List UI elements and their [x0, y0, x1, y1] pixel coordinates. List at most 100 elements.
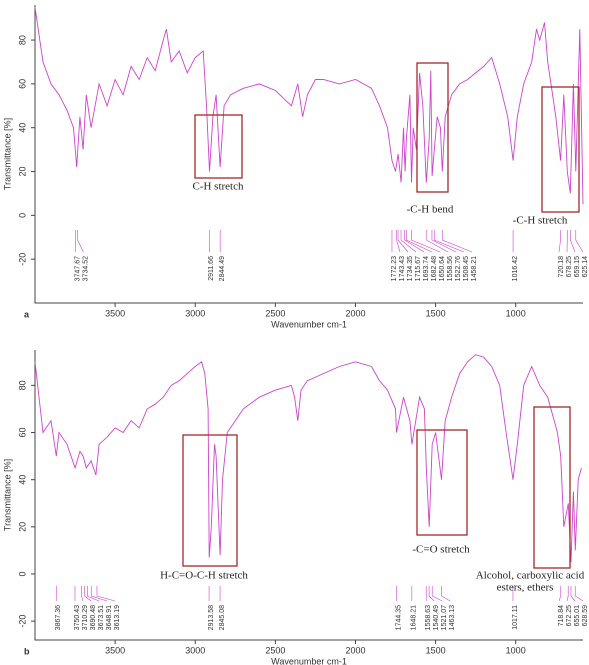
peak-label: 2844.49 — [219, 256, 226, 281]
peak-label: 3648.91 — [106, 605, 113, 630]
annotation: C-H stretch — [192, 181, 244, 193]
y-tick-label: -20 — [17, 615, 27, 628]
peak-leader — [81, 586, 84, 602]
peak-label: 655.01 — [574, 605, 581, 627]
peak-label: 1522.76 — [455, 256, 462, 281]
peak-leader — [96, 586, 116, 602]
peak-leader — [566, 586, 569, 602]
x-tick-label: 3500 — [105, 308, 125, 318]
peak-label: 1540.49 — [433, 605, 440, 630]
y-tick-label: 0 — [17, 213, 27, 218]
peak-label: 3673.51 — [98, 605, 105, 630]
peak-leader — [400, 230, 417, 253]
peak-label: 1693.74 — [423, 256, 430, 281]
peak-label: 2911.66 — [208, 256, 215, 281]
y-tick-label: 40 — [17, 123, 27, 133]
peak-leader — [558, 586, 562, 602]
peak-leader — [406, 230, 433, 253]
peak-label: 3710.29 — [82, 605, 89, 630]
y-tick-label: -20 — [17, 253, 27, 266]
peak-label: 1558.56 — [447, 256, 454, 281]
annotation: -C=O stretch — [412, 544, 470, 556]
y-tick-label: 60 — [17, 428, 27, 438]
peak-leader — [570, 230, 576, 253]
y-axis-label: Transmittance [%] — [2, 459, 12, 531]
x-tick-label: 1500 — [426, 308, 446, 318]
panel-label: a — [24, 309, 30, 319]
peak-leader — [77, 230, 84, 253]
peak-label: 1016.42 — [512, 256, 519, 281]
peak-leader — [425, 230, 449, 253]
peak-label: 1648.21 — [411, 605, 418, 630]
peak-label: 1744.35 — [395, 605, 402, 630]
peak-leader — [431, 230, 457, 253]
highlight-box — [533, 406, 571, 569]
y-tick-label: 80 — [17, 35, 27, 45]
peak-leader — [396, 230, 401, 253]
peak-leader — [397, 230, 409, 253]
highlight-box — [416, 429, 468, 536]
peak-label: 3613.19 — [114, 605, 121, 630]
peak-label: 2845.08 — [219, 605, 226, 630]
peak-label: 3750.43 — [74, 605, 81, 630]
peak-label: 3747.67 — [74, 256, 81, 281]
peak-leader — [428, 586, 435, 602]
peak-leader — [433, 230, 465, 253]
y-tick-label: 0 — [17, 571, 27, 576]
peak-leader — [90, 586, 108, 602]
y-tick-label: 20 — [17, 167, 27, 177]
y-tick-label: 40 — [17, 475, 27, 485]
x-tick-label: 1000 — [506, 645, 526, 655]
spectrum-line — [34, 7, 584, 205]
peak-label: 1508.45 — [463, 256, 470, 281]
peak-leader — [84, 586, 92, 602]
peak-label: 1734.35 — [407, 256, 414, 281]
annotation: H-C=O-C-H stretch — [160, 570, 248, 582]
x-tick-label: 1500 — [426, 645, 446, 655]
highlight-box — [416, 62, 449, 193]
x-tick-label: 1000 — [506, 308, 526, 318]
peak-label: 659.15 — [574, 256, 581, 278]
peak-label: 3734.52 — [82, 256, 89, 281]
peak-label: 1558.63 — [425, 605, 432, 630]
x-axis-label: Wavenumber cm-1 — [271, 656, 347, 665]
peak-label: 3867.36 — [55, 605, 62, 630]
peak-label: 625.14 — [582, 256, 589, 278]
peak-label: 1650.64 — [439, 256, 446, 281]
x-tick-label: 2500 — [265, 645, 285, 655]
peak-label: 628.59 — [582, 605, 589, 627]
peak-label: 1682.48 — [431, 256, 438, 281]
x-tick-label: 2000 — [345, 645, 365, 655]
highlight-box — [541, 86, 580, 213]
y-tick-label: 20 — [17, 522, 27, 532]
peak-leader — [441, 586, 451, 602]
peak-leader — [431, 586, 443, 602]
peak-label: 1743.43 — [399, 256, 406, 281]
annotation: esters, ethers — [497, 582, 554, 594]
peak-label: 720.18 — [558, 256, 565, 278]
peak-label: 3690.48 — [90, 605, 97, 630]
x-tick-label: 3000 — [185, 645, 205, 655]
spectrum-line — [34, 354, 582, 563]
peak-label: 1772.23 — [391, 256, 398, 281]
y-axis-label: Transmittance [%] — [2, 118, 12, 190]
x-tick-label: 3000 — [185, 308, 205, 318]
panel-label: b — [24, 646, 30, 656]
peak-leader — [404, 230, 425, 253]
peak-leader — [570, 586, 576, 602]
y-tick-label: 80 — [17, 380, 27, 390]
highlight-box — [194, 114, 243, 179]
peak-label: 672.25 — [566, 605, 573, 627]
annotation: -C-H bend — [407, 204, 454, 216]
peak-label: 1521.07 — [441, 605, 448, 630]
axes-frame — [34, 350, 583, 641]
peak-leader — [441, 230, 473, 253]
annotation: -C-H stretch — [513, 215, 568, 227]
peak-label: 718.84 — [558, 605, 565, 627]
highlight-box — [182, 434, 238, 567]
peak-leader — [574, 586, 584, 602]
x-tick-label: 3500 — [105, 645, 125, 655]
peak-label: 1463.13 — [449, 605, 456, 630]
peak-leader — [558, 230, 561, 253]
